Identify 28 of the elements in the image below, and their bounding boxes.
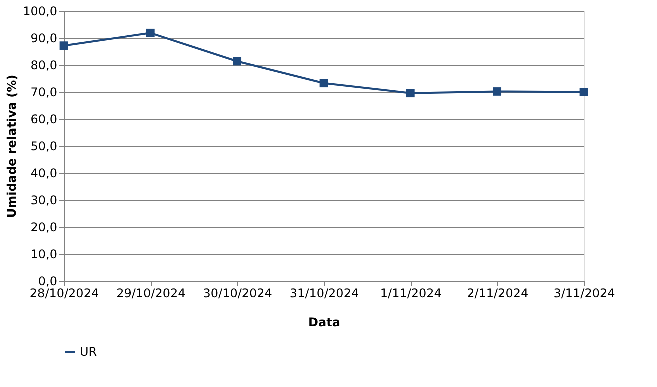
y-tick-label: 90,0 — [30, 32, 58, 46]
x-tick-label: 3/11/2024 — [554, 286, 616, 300]
y-axis-title: Umidade relativa (%) — [5, 74, 20, 218]
point — [233, 57, 242, 66]
point — [406, 89, 415, 98]
y-tick-label: 50,0 — [30, 140, 58, 154]
x-tick-label: 1/11/2024 — [380, 286, 442, 300]
x-axis-title: Data — [308, 316, 340, 330]
y-tick-label: 10,0 — [30, 248, 58, 262]
x-tick-label: 2/11/2024 — [467, 286, 529, 300]
y-tick-label: 20,0 — [30, 220, 58, 234]
legend-label: UR — [80, 345, 98, 359]
y-tick-label: 70,0 — [30, 86, 58, 100]
y-tick-label: 100,0 — [23, 4, 58, 18]
x-tick-label: 29/10/2024 — [116, 286, 186, 300]
point — [146, 28, 155, 38]
x-tick-label: 30/10/2024 — [203, 286, 272, 300]
y-tick-label: 0,0 — [38, 274, 58, 288]
y-tick-label: 30,0 — [30, 194, 58, 208]
x-tick-label: 31/10/2024 — [290, 286, 360, 300]
y-tick-label: 80,0 — [30, 58, 58, 72]
point — [493, 88, 502, 96]
y-tick-label: 60,0 — [30, 112, 58, 126]
point — [580, 88, 588, 96]
point — [60, 42, 68, 50]
y-tick-label: 40,0 — [30, 166, 58, 180]
point — [320, 79, 328, 88]
x-tick-label: 28/10/2024 — [30, 286, 100, 300]
